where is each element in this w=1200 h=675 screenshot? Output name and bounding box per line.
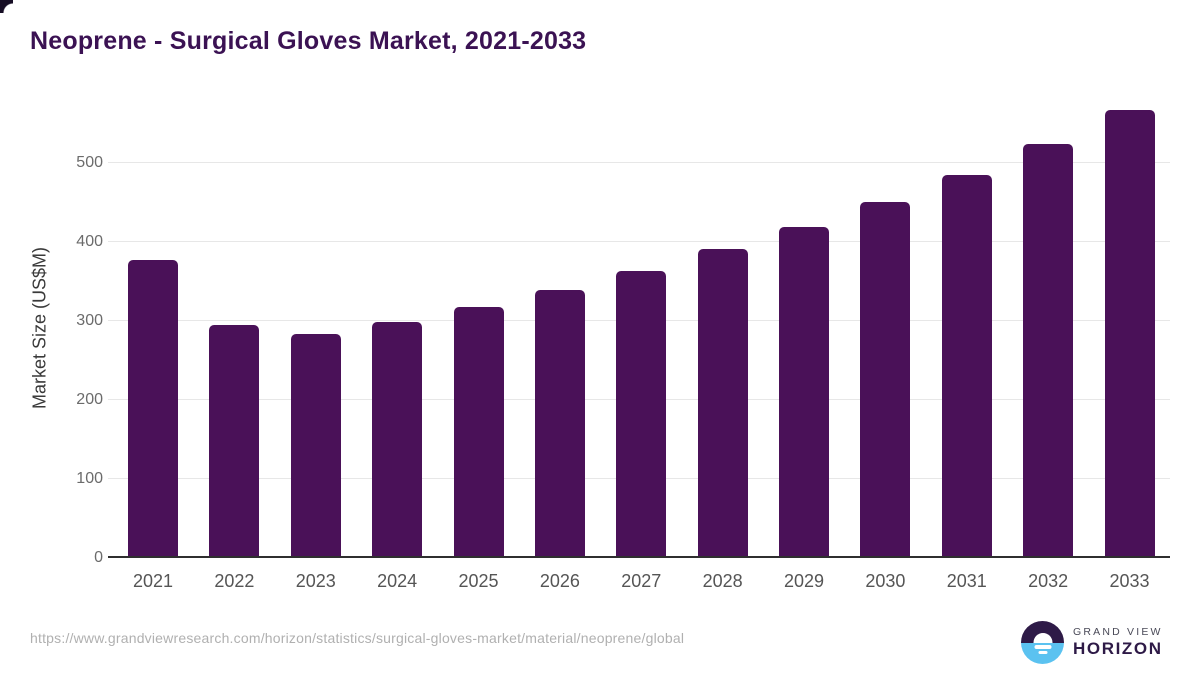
logo-sun-icon bbox=[1033, 632, 1052, 643]
gridline-500 bbox=[108, 162, 1170, 163]
x-tick-label-2029: 2029 bbox=[783, 571, 825, 591]
x-tick-label-2030: 2030 bbox=[865, 571, 906, 591]
x-tick-label-2026: 2026 bbox=[539, 571, 580, 591]
x-tick-label-2021: 2021 bbox=[132, 571, 174, 591]
plot-area: 0 100 200 300 400 500 2021 2022 2023 2024 2025 2026… bbox=[76, 95, 1170, 591]
x-tick-label-2032: 2032 bbox=[1028, 571, 1069, 591]
bar-2033[interactable] bbox=[1104, 109, 1155, 556]
x-tick-label-2028: 2028 bbox=[702, 571, 743, 591]
bar-2030[interactable] bbox=[860, 202, 911, 556]
brand-logo: GRAND VIEW HORIZON bbox=[1021, 621, 1163, 664]
bar-2029[interactable] bbox=[779, 227, 829, 556]
logo-grand-view-label: GRAND VIEW bbox=[1073, 626, 1163, 638]
y-tick-label-0: 0 bbox=[94, 549, 103, 566]
x-tick-label-2033: 2033 bbox=[1109, 571, 1150, 591]
source-url: https://www.grandviewresearch.com/horizo… bbox=[30, 630, 685, 646]
bar-2021[interactable] bbox=[128, 259, 178, 556]
bar-2023[interactable] bbox=[290, 334, 341, 556]
y-tick-label-200: 200 bbox=[76, 391, 103, 408]
bar-2025[interactable] bbox=[453, 307, 504, 556]
chart-title: Neoprene - Surgical Gloves Market, 2021-… bbox=[30, 27, 587, 55]
logo-reflection-line bbox=[1034, 645, 1051, 649]
logo-sky-half bbox=[1021, 621, 1064, 643]
bar-2031[interactable] bbox=[941, 175, 992, 556]
bar-2028[interactable] bbox=[697, 249, 748, 556]
logo-text: GRAND VIEW HORIZON bbox=[1073, 626, 1163, 659]
y-tick-label-500: 500 bbox=[76, 154, 103, 171]
y-tick-label-300: 300 bbox=[76, 312, 103, 329]
x-tick-label-2022: 2022 bbox=[214, 571, 255, 591]
bar-2026[interactable] bbox=[534, 289, 585, 556]
y-tick-label-400: 400 bbox=[76, 233, 103, 250]
bar-2027[interactable] bbox=[616, 270, 667, 556]
x-tick-label-2025: 2025 bbox=[458, 571, 499, 591]
card-corner-decoration bbox=[0, 0, 13, 13]
bar-2024[interactable] bbox=[372, 322, 423, 556]
x-tick-label-2031: 2031 bbox=[946, 571, 987, 591]
x-tick-label-2027: 2027 bbox=[621, 571, 662, 591]
y-tick-label-100: 100 bbox=[76, 470, 103, 487]
x-tick-label-2024: 2024 bbox=[377, 571, 418, 591]
bar-2022[interactable] bbox=[209, 325, 260, 556]
logo-reflection-line bbox=[1038, 651, 1047, 654]
bar-2032[interactable] bbox=[1023, 144, 1074, 556]
horizon-logo-icon bbox=[1021, 621, 1064, 664]
gridline-400 bbox=[108, 241, 1170, 242]
x-tick-label-2023: 2023 bbox=[295, 571, 336, 591]
logo-horizon-label: HORIZON bbox=[1073, 639, 1163, 658]
